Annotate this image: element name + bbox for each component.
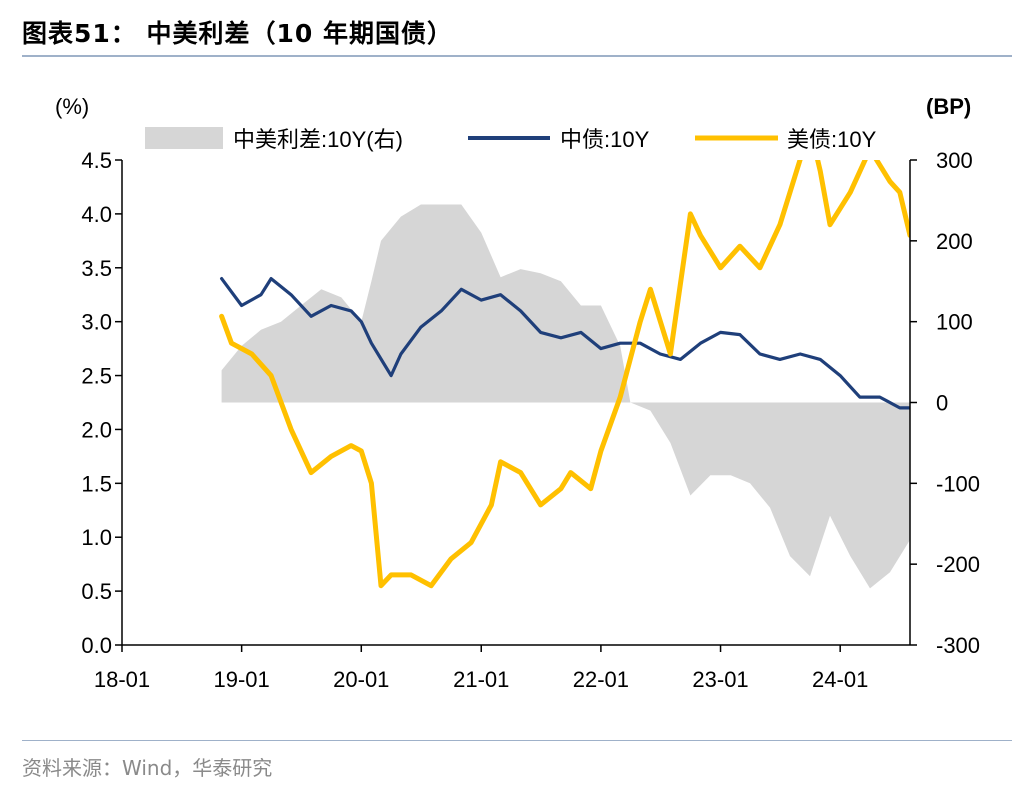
left-tick-label: 0.5 xyxy=(81,579,112,604)
right-tick-label: 300 xyxy=(936,148,973,173)
left-tick-label: 2.5 xyxy=(81,364,112,389)
left-tick-label: 1.5 xyxy=(81,471,112,496)
x-tick-label: 18-01 xyxy=(94,667,150,692)
right-unit: (BP) xyxy=(926,94,971,119)
left-tick-label: 0.0 xyxy=(81,633,112,658)
right-tick-label: -100 xyxy=(936,471,980,496)
series-cn10y-line xyxy=(220,277,910,410)
right-tick-label: 0 xyxy=(936,391,948,416)
series-us10y-line xyxy=(219,160,910,589)
source-note: 资料来源：Wind，华泰研究 xyxy=(22,756,273,780)
right-tick-label: -300 xyxy=(936,633,980,658)
source-rule xyxy=(22,740,1012,741)
left-tick-label: 4.0 xyxy=(81,202,112,227)
left-tick-label: 1.0 xyxy=(81,525,112,550)
x-tick-label: 22-01 xyxy=(573,667,629,692)
left-unit: (%) xyxy=(55,94,89,119)
chart-svg: 0.0 0.5 1.0 1.5 2.0 2.5 3.0 3.5 4.0 4.5 -300 -200 -1… xyxy=(55,94,980,692)
chart-title: 图表51： 中美利差（10 年期国债） xyxy=(22,19,453,48)
legend-swatch-spread xyxy=(145,127,223,149)
right-tick-label: 200 xyxy=(936,229,973,254)
series-spread-area xyxy=(221,204,910,589)
axis-layer: 0.0 0.5 1.0 1.5 2.0 2.5 3.0 3.5 4.0 4.5 -300 -200 -1… xyxy=(81,148,980,692)
legend-label-cn: 中债:10Y xyxy=(560,127,650,152)
line-layer xyxy=(219,160,910,589)
left-tick-label: 2.0 xyxy=(81,417,112,442)
x-tick-label: 24-01 xyxy=(812,667,868,692)
area-layer xyxy=(221,204,910,589)
left-tick-label: 3.0 xyxy=(81,310,112,335)
x-tick-label: 23-01 xyxy=(692,667,748,692)
legend: 中美利差:10Y(右) 中债:10Y 美债:10Y xyxy=(145,127,877,152)
left-tick-label: 3.5 xyxy=(81,256,112,281)
x-tick-label: 20-01 xyxy=(333,667,389,692)
legend-label-spread: 中美利差:10Y(右) xyxy=(233,127,403,152)
x-tick-label: 21-01 xyxy=(453,667,509,692)
x-tick-label: 19-01 xyxy=(214,667,270,692)
title-rule xyxy=(22,55,1012,57)
right-tick-label: 100 xyxy=(936,310,973,335)
left-tick-label: 4.5 xyxy=(81,148,112,173)
legend-label-us: 美债:10Y xyxy=(787,127,877,152)
right-tick-label: -200 xyxy=(936,552,980,577)
